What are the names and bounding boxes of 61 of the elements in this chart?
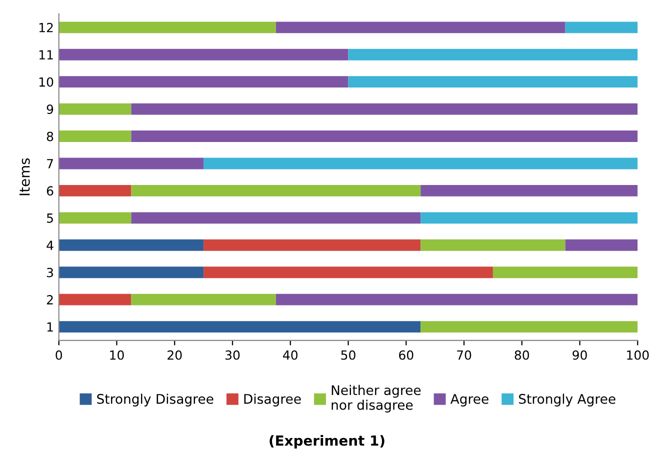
y-tick-label: 8 bbox=[46, 132, 54, 142]
bar bbox=[131, 130, 638, 142]
y-tick-label: 10 bbox=[39, 77, 54, 87]
bar bbox=[204, 158, 638, 170]
bar bbox=[420, 321, 638, 333]
bar bbox=[58, 158, 204, 170]
x-tick-label: 40 bbox=[283, 350, 298, 360]
bar bbox=[492, 266, 638, 278]
legend-label: Neither agree nor disagree bbox=[332, 384, 421, 412]
x-tick-label: 60 bbox=[399, 350, 414, 360]
y-tick-label: 12 bbox=[39, 22, 53, 32]
bar bbox=[276, 22, 566, 34]
bar bbox=[58, 266, 204, 278]
y-tick-label: 11 bbox=[39, 50, 53, 60]
legend-label: Strongly Agree bbox=[519, 394, 616, 406]
bar bbox=[58, 294, 132, 306]
x-tick-label: 50 bbox=[341, 350, 356, 360]
y-tick-label: 2 bbox=[46, 295, 53, 304]
bar bbox=[420, 239, 566, 251]
bar bbox=[58, 212, 132, 224]
bar bbox=[276, 294, 638, 306]
bar bbox=[58, 76, 348, 88]
legend-label: Disagree bbox=[244, 394, 301, 406]
bar bbox=[565, 22, 638, 34]
bar bbox=[58, 103, 132, 115]
y-tick-label: 7 bbox=[47, 159, 53, 168]
bar bbox=[131, 184, 421, 196]
bar bbox=[58, 321, 421, 333]
y-tick-label: 3 bbox=[47, 268, 53, 278]
x-tick-label: 70 bbox=[457, 350, 472, 360]
x-tick-label: 80 bbox=[514, 350, 530, 360]
y-tick-label: 1 bbox=[47, 322, 53, 332]
y-tick-label: 4 bbox=[46, 240, 54, 250]
bar bbox=[420, 184, 638, 196]
bar bbox=[58, 48, 348, 60]
text: (Experiment 1) bbox=[270, 435, 384, 448]
bar bbox=[348, 76, 638, 88]
bar bbox=[348, 48, 638, 60]
x-tick-label: 0 bbox=[56, 350, 62, 360]
x-tick-label: 20 bbox=[168, 350, 182, 360]
bar bbox=[131, 212, 421, 224]
y-tick-label: 9 bbox=[46, 104, 54, 114]
bar bbox=[420, 212, 638, 224]
legend-label: Agree bbox=[450, 394, 488, 406]
bar bbox=[58, 130, 132, 142]
bar bbox=[58, 22, 276, 34]
x-tick-label: 30 bbox=[225, 350, 240, 360]
bar bbox=[565, 239, 638, 251]
bar bbox=[58, 184, 132, 196]
x-tick-label: 90 bbox=[572, 350, 587, 360]
y-axis-title: Items bbox=[20, 158, 30, 196]
bar bbox=[131, 103, 638, 115]
x-tick-label: 100 bbox=[627, 350, 649, 360]
bar bbox=[58, 239, 204, 251]
bar bbox=[204, 266, 493, 278]
bar bbox=[204, 239, 421, 251]
bar bbox=[131, 294, 276, 306]
legend-label: Strongly Disagree bbox=[97, 394, 214, 406]
y-tick-label: 6 bbox=[46, 186, 54, 196]
y-tick-label: 5 bbox=[47, 214, 53, 223]
x-tick-label: 10 bbox=[110, 350, 124, 360]
